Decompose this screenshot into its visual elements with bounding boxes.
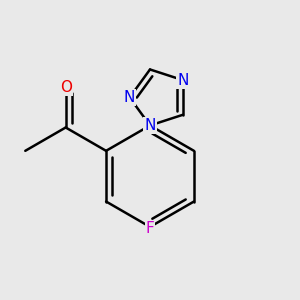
Text: O: O	[60, 80, 72, 95]
Text: N: N	[124, 90, 135, 105]
Text: N: N	[177, 73, 189, 88]
Text: N: N	[144, 118, 156, 133]
Text: F: F	[146, 221, 154, 236]
